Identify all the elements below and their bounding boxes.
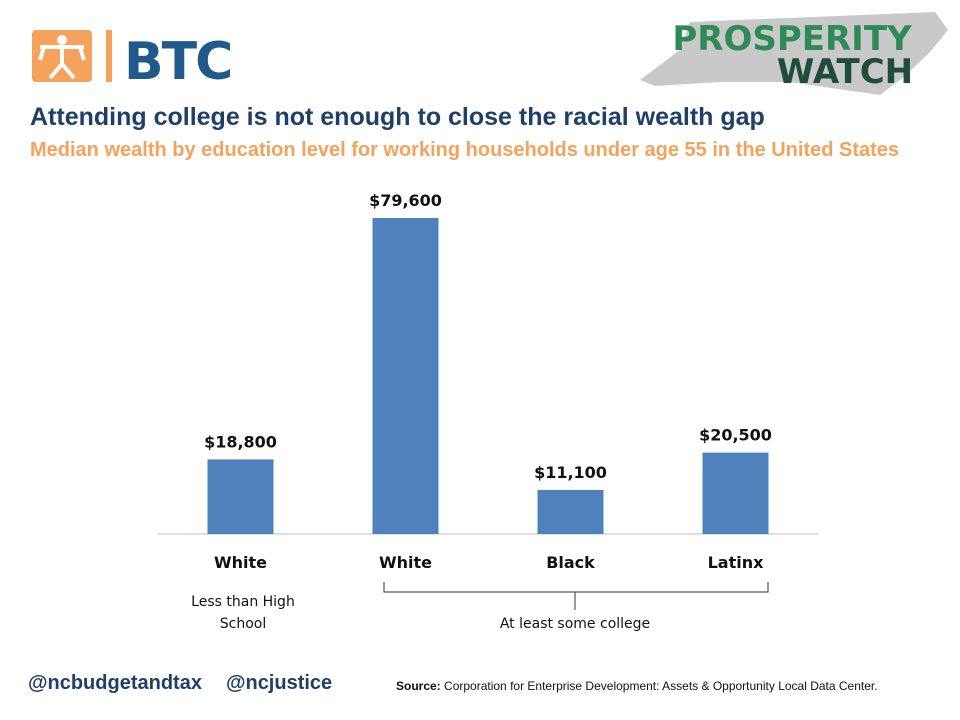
group-label: At least some college xyxy=(499,616,651,632)
nc-map xyxy=(640,12,948,95)
brand-line: WATCH xyxy=(777,52,913,92)
logo-text: BTC xyxy=(124,32,231,92)
brand-line: PROSPERITY xyxy=(672,19,912,59)
value-label: $20,500 xyxy=(699,426,772,445)
source-label: Source: xyxy=(396,679,441,693)
value-label: $11,100 xyxy=(534,463,607,482)
bar xyxy=(537,489,604,534)
group-bracket xyxy=(383,582,769,610)
x-tick-label: White xyxy=(214,553,267,572)
prosperity-logo: PROSPERITY WATCH xyxy=(640,12,948,95)
group-label: Less than High School xyxy=(191,594,295,632)
handle: @ncbudgetandtax xyxy=(28,672,202,694)
bar xyxy=(702,452,769,534)
btc-logo: BTC xyxy=(32,30,233,92)
x-tick-label: Black xyxy=(546,553,595,572)
bar xyxy=(207,459,274,534)
bar xyxy=(372,218,439,534)
chart-title: Attending college is not enough to close… xyxy=(30,103,765,131)
handles: @ncbudgetandtax @ncjustice xyxy=(28,672,332,695)
source: Source: Corporation for Enterprise Devel… xyxy=(396,679,878,693)
source-text: Corporation for Enterprise Development: … xyxy=(444,679,878,693)
value-label: $79,600 xyxy=(369,191,442,210)
x-tick-label: Latinx xyxy=(708,553,765,572)
x-tick-label: White xyxy=(379,553,432,572)
value-label: $18,800 xyxy=(204,432,277,451)
handle: @ncjustice xyxy=(225,672,333,694)
chart-subtitle: Median wealth by education level for wor… xyxy=(30,139,900,161)
